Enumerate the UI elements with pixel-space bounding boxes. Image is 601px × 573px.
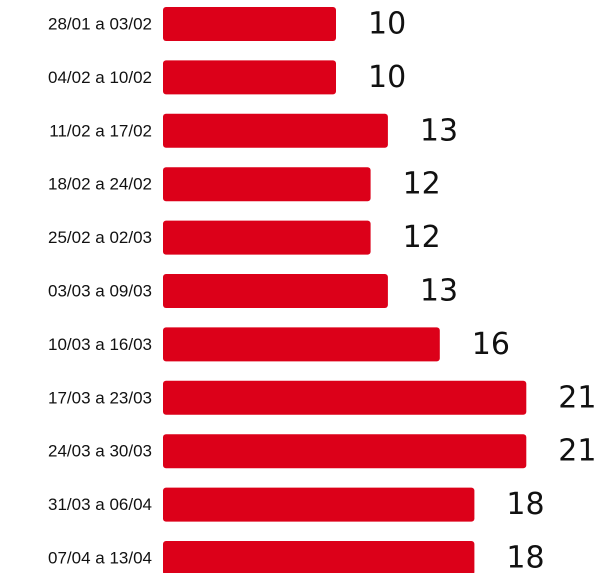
bar: [163, 113, 388, 148]
bar: [163, 220, 371, 255]
bar: [163, 274, 388, 308]
value-label: 10: [368, 60, 406, 95]
value-label: 13: [420, 274, 458, 309]
value-label: 16: [472, 327, 510, 362]
category-label: 04/02 a 10/02: [48, 68, 152, 87]
value-label: 10: [368, 7, 406, 42]
bar: [163, 541, 475, 573]
category-label: 11/02 a 17/02: [49, 121, 152, 140]
category-label: 18/02 a 24/02: [48, 175, 152, 194]
value-label: 12: [403, 220, 441, 255]
value-label: 12: [403, 167, 441, 202]
category-label: 07/04 a 13/04: [48, 548, 152, 567]
category-label: 10/03 a 16/03: [48, 335, 152, 354]
value-label: 18: [506, 487, 544, 522]
category-label: 25/02 a 02/03: [48, 228, 152, 247]
bar: [163, 327, 440, 362]
value-label: 18: [506, 541, 544, 573]
value-label: 21: [558, 380, 596, 415]
category-label: 03/03 a 09/03: [48, 281, 152, 300]
bar: [163, 487, 475, 522]
category-label: 17/03 a 23/03: [48, 388, 152, 407]
bar: [163, 380, 527, 415]
bar: [163, 167, 371, 202]
category-label: 24/03 a 30/03: [48, 442, 152, 461]
value-label: 13: [420, 113, 458, 148]
bar: [163, 7, 336, 41]
bar: [163, 434, 527, 469]
category-label: 28/01 a 03/02: [48, 14, 152, 33]
category-label: 31/03 a 06/04: [48, 495, 152, 514]
value-label: 21: [558, 434, 596, 469]
bar: [163, 60, 336, 95]
